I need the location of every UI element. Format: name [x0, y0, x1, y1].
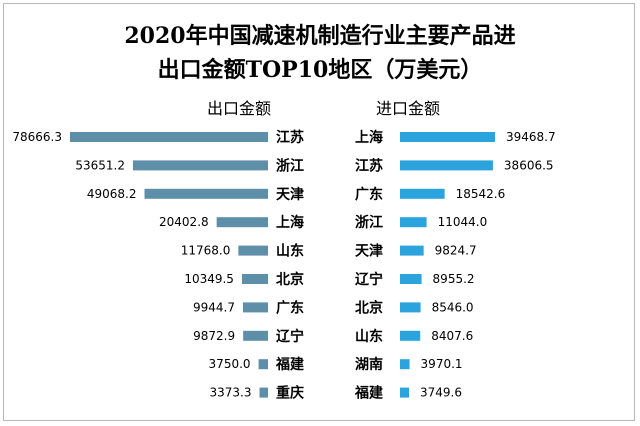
- import-value-label: 8955.2: [433, 272, 475, 286]
- export-region-label: 浙江: [276, 157, 304, 174]
- import-bar: [400, 160, 493, 171]
- export-value-label: 3373.3: [210, 386, 252, 400]
- export-region-label: 山东: [276, 243, 304, 260]
- export-series-label: 出口金额: [207, 99, 272, 118]
- export-value-label: 53651.2: [75, 158, 125, 172]
- export-value-label: 9944.7: [193, 300, 235, 314]
- import-bar: [400, 217, 427, 228]
- chart-frame: [3, 3, 635, 421]
- import-value-label: 8546.0: [432, 300, 474, 314]
- import-value-label: 3749.6: [420, 386, 462, 400]
- export-bar: [242, 302, 268, 313]
- export-value-label: 11768.0: [181, 244, 231, 258]
- import-bar: [400, 274, 422, 284]
- import-bar: [400, 132, 495, 142]
- export-bar: [243, 330, 268, 341]
- export-region-label: 重庆: [276, 385, 304, 402]
- import-value-label: 8407.6: [431, 329, 473, 343]
- export-region-label: 江苏: [276, 129, 304, 146]
- import-bar: [400, 359, 410, 370]
- import-region-label: 北京: [355, 299, 383, 316]
- export-region-label: 北京: [276, 271, 304, 288]
- import-bar: [400, 188, 445, 199]
- import-region-label: 江苏: [355, 157, 383, 174]
- export-region-label: 福建: [275, 356, 304, 373]
- import-bar: [400, 245, 424, 256]
- import-series-label: 进口金额: [376, 99, 441, 118]
- export-bar: [241, 274, 268, 284]
- import-value-label: 11044.0: [438, 215, 488, 229]
- export-bar: [144, 188, 268, 199]
- export-bar: [216, 217, 268, 228]
- import-value-label: 39468.7: [506, 130, 556, 144]
- export-value-label: 20402.8: [159, 215, 209, 229]
- export-bar: [238, 245, 268, 256]
- export-bar: [132, 160, 268, 171]
- import-region-label: 山东: [355, 328, 383, 345]
- import-value-label: 3970.1: [421, 357, 463, 371]
- import-region-label: 广东: [355, 186, 383, 203]
- import-value-label: 9824.7: [435, 244, 477, 258]
- export-bar: [258, 359, 268, 370]
- import-bar: [400, 387, 410, 398]
- export-region-label: 广东: [276, 299, 304, 316]
- import-value-label: 18542.6: [456, 187, 506, 201]
- export-bar: [70, 132, 268, 142]
- export-value-label: 10349.5: [184, 272, 234, 286]
- export-value-label: 3750.0: [209, 357, 251, 371]
- export-value-label: 49068.2: [87, 187, 137, 201]
- import-bar: [400, 330, 421, 341]
- export-region-label: 辽宁: [276, 328, 304, 345]
- export-bar: [259, 387, 268, 398]
- import-value-label: 38606.5: [504, 158, 554, 172]
- import-region-label: 湖南: [355, 356, 383, 373]
- export-value-label: 9872.9: [193, 329, 235, 343]
- chart-title-line1: 2020年中国减速机制造行业主要产品进: [124, 23, 516, 49]
- import-region-label: 辽宁: [355, 271, 383, 288]
- export-value-label: 78666.3: [12, 130, 62, 144]
- import-region-label: 福建: [354, 385, 383, 402]
- import-region-label: 天津: [355, 243, 383, 260]
- import-bar: [400, 302, 421, 313]
- chart-title-line2: 出口金额TOP10地区（万美元）: [157, 57, 483, 83]
- export-region-label: 上海: [276, 214, 304, 231]
- export-region-label: 天津: [276, 186, 304, 203]
- import-region-label: 浙江: [355, 214, 383, 231]
- import-region-label: 上海: [355, 129, 383, 146]
